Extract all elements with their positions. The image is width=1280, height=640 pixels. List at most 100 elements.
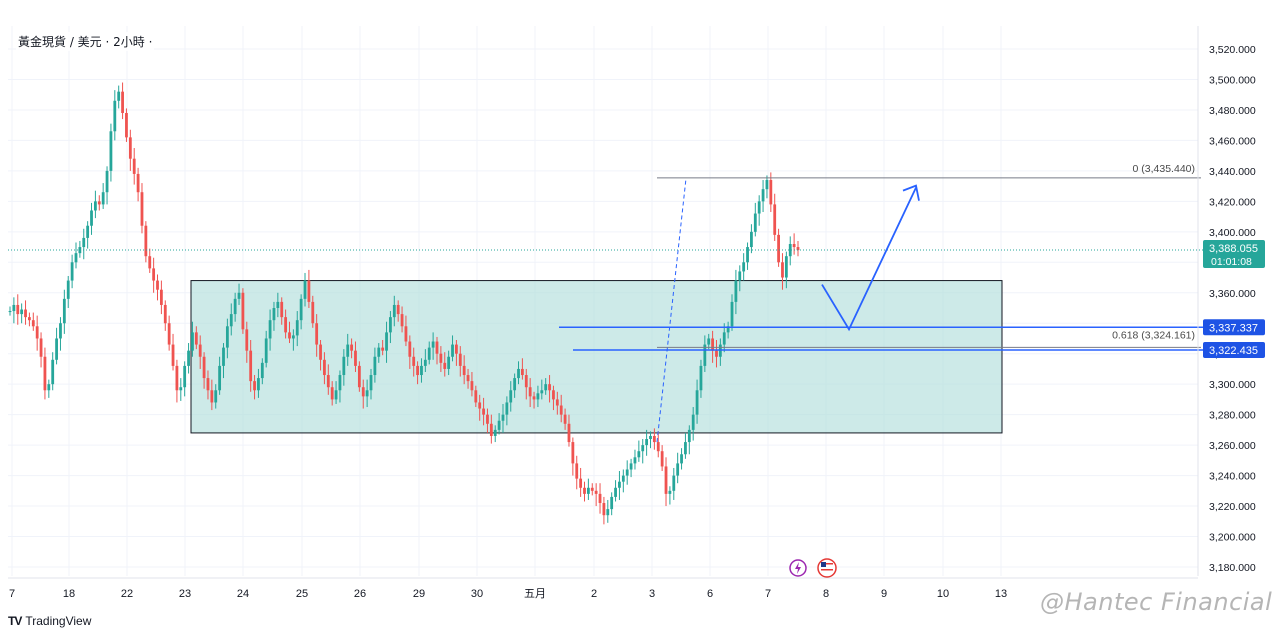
candle-body bbox=[781, 262, 784, 278]
candle-body bbox=[520, 368, 524, 376]
price-axis-tick-label: 3,180.000 bbox=[1209, 562, 1256, 574]
candle-body bbox=[493, 429, 497, 436]
candle-body bbox=[90, 210, 93, 226]
candle-body bbox=[20, 309, 24, 315]
candle-body bbox=[264, 338, 268, 363]
candle-body bbox=[389, 317, 392, 333]
candle-body bbox=[513, 378, 517, 391]
time-axis-tick-label: 9 bbox=[881, 588, 887, 600]
time-axis-tick-label: 18 bbox=[63, 588, 75, 600]
candle-body bbox=[482, 408, 485, 415]
candle-body bbox=[136, 173, 140, 193]
bar-countdown: 01:01:08 bbox=[1211, 256, 1252, 268]
time-axis-tick-label: 30 bbox=[471, 588, 483, 600]
candle-body bbox=[536, 393, 540, 400]
candle-body bbox=[641, 445, 645, 452]
candle-body bbox=[148, 256, 152, 269]
candle-body bbox=[614, 487, 617, 497]
candle-body bbox=[43, 356, 47, 391]
candle-body bbox=[726, 326, 730, 333]
candle-body bbox=[742, 262, 746, 272]
candle-body bbox=[105, 170, 109, 193]
candle-body bbox=[206, 378, 210, 391]
candle-body bbox=[276, 301, 280, 308]
candle-body bbox=[323, 359, 326, 376]
candle-body bbox=[796, 247, 800, 251]
candle-body bbox=[346, 344, 350, 357]
candle-body bbox=[144, 225, 148, 257]
time-axis-tick-label: 26 bbox=[354, 588, 366, 600]
candle-body bbox=[392, 304, 396, 318]
range-box[interactable] bbox=[190, 280, 1003, 434]
candle-body bbox=[121, 91, 124, 113]
fib-level-618-label: 0.618 (3,324.161) bbox=[1112, 329, 1195, 341]
candle-body bbox=[179, 387, 183, 391]
candle-body bbox=[288, 332, 291, 339]
candle-body bbox=[579, 478, 583, 488]
candle-body bbox=[24, 309, 27, 318]
candle-body bbox=[427, 347, 431, 360]
candle-body bbox=[404, 326, 408, 342]
candle-body bbox=[35, 326, 39, 339]
candle-body bbox=[412, 356, 416, 366]
candle-body bbox=[753, 213, 757, 232]
candle-body bbox=[567, 423, 571, 443]
fib-trendline[interactable] bbox=[656, 178, 687, 443]
candle-body bbox=[361, 387, 365, 397]
candle-body bbox=[544, 384, 548, 391]
candle-body bbox=[31, 320, 35, 327]
candle-body bbox=[12, 304, 16, 312]
candle-body bbox=[645, 439, 649, 446]
candle-body bbox=[299, 298, 303, 321]
candle-body bbox=[257, 378, 260, 391]
projection-path[interactable] bbox=[821, 187, 917, 332]
current-price-tag[interactable] bbox=[1203, 240, 1265, 269]
candle-body bbox=[517, 368, 520, 379]
price-axis-tick-label: 3,280.000 bbox=[1209, 410, 1256, 422]
candle-body bbox=[478, 402, 482, 409]
candle-body bbox=[47, 384, 51, 391]
candle-body bbox=[167, 323, 171, 345]
candle-body bbox=[342, 356, 346, 376]
candle-body bbox=[249, 350, 253, 382]
time-axis-tick-label: 2 bbox=[591, 588, 597, 600]
time-axis-tick-label: 6 bbox=[707, 588, 713, 600]
us-flag-stripe bbox=[821, 566, 833, 568]
candle-body bbox=[330, 387, 334, 400]
level-price-tag[interactable] bbox=[1203, 319, 1265, 336]
candle-body bbox=[171, 344, 175, 366]
us-flag-event-icon[interactable] bbox=[817, 558, 837, 578]
candle-body bbox=[618, 481, 621, 488]
candle-body bbox=[326, 375, 330, 388]
price-axis-tick-label: 3,240.000 bbox=[1209, 471, 1256, 483]
candle-body bbox=[757, 201, 761, 214]
candle-body bbox=[559, 405, 563, 415]
candle-body bbox=[315, 323, 319, 345]
candle-body bbox=[253, 381, 256, 391]
candle-body bbox=[194, 332, 198, 345]
candle-body bbox=[385, 332, 388, 351]
candle-body bbox=[59, 323, 62, 339]
price-axis-tick-label: 3,460.000 bbox=[1209, 135, 1256, 147]
candle-body bbox=[222, 347, 225, 366]
candle-body bbox=[51, 359, 55, 385]
level-price-tag[interactable] bbox=[1203, 341, 1265, 358]
candle-body bbox=[695, 390, 699, 415]
candle-body bbox=[703, 344, 707, 366]
candle-body bbox=[548, 384, 551, 391]
candle-body bbox=[373, 356, 377, 376]
candle-body bbox=[680, 454, 683, 464]
time-axis-tick-label: 13 bbox=[995, 588, 1007, 600]
us-flag-stripe bbox=[821, 569, 833, 571]
candle-body bbox=[159, 289, 163, 305]
tradingview-logo-icon: TV bbox=[8, 614, 22, 628]
candle-body bbox=[552, 390, 555, 400]
candle-body bbox=[357, 365, 361, 388]
candle-body bbox=[408, 341, 412, 357]
candle-body bbox=[621, 475, 625, 482]
candle-body bbox=[598, 493, 602, 504]
candle-body bbox=[722, 332, 726, 345]
time-axis-tick-label: 7 bbox=[765, 588, 771, 600]
candle-body bbox=[765, 180, 769, 190]
